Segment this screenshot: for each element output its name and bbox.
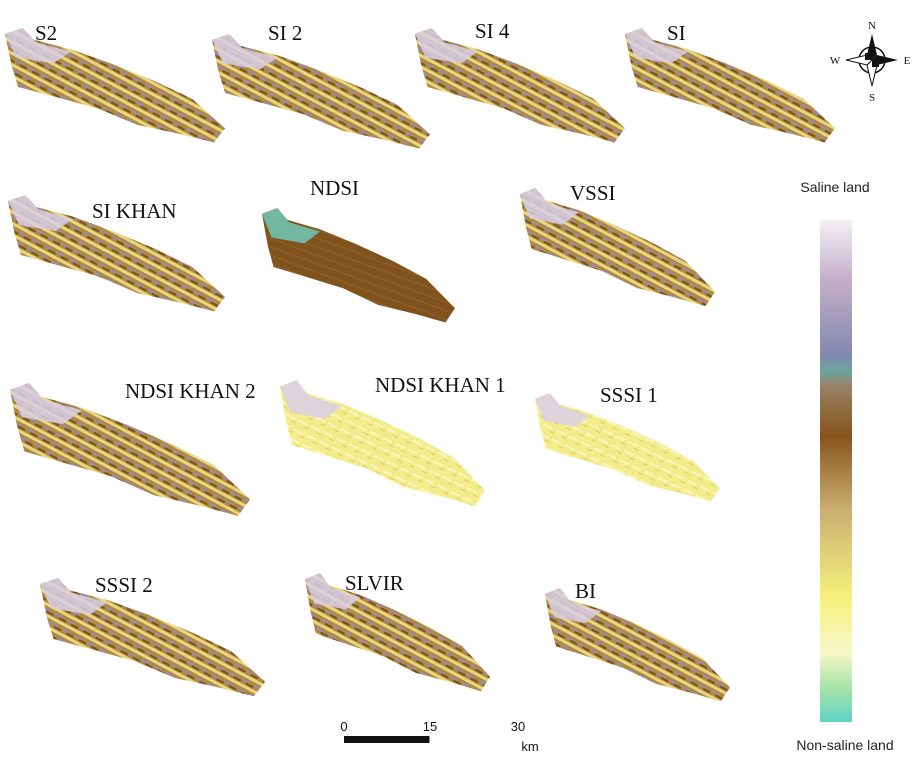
scale-segment bbox=[344, 736, 430, 743]
compass-s: S bbox=[869, 92, 875, 104]
panel-label: SI 4 bbox=[475, 19, 510, 43]
panel-label: SI KHAN bbox=[92, 199, 177, 223]
compass-e: E bbox=[904, 55, 911, 67]
map-panel: NDSI KHAN 2 bbox=[10, 379, 256, 516]
panel-label: SI 2 bbox=[268, 21, 302, 45]
map-panel: S2 bbox=[5, 21, 225, 143]
compass: N S E W bbox=[830, 20, 911, 104]
panel-label: SSSI 1 bbox=[600, 383, 658, 407]
panel-label: NDSI bbox=[310, 176, 359, 200]
scale-label: 0 bbox=[340, 719, 347, 734]
legend-bar bbox=[820, 220, 852, 722]
compass-n: N bbox=[868, 20, 876, 32]
panel-label: NDSI KHAN 2 bbox=[125, 379, 256, 403]
map-panel: SSSI 1 bbox=[535, 383, 720, 502]
map-panel: NDSI KHAN 1 bbox=[280, 373, 506, 506]
scale-bar: 0 15 30 km bbox=[340, 719, 538, 754]
compass-w: W bbox=[830, 55, 841, 67]
panel-label: VSSI bbox=[570, 181, 616, 205]
map-panel: NDSI bbox=[262, 176, 455, 323]
map-panel: BI bbox=[545, 579, 730, 702]
map-panel: SI 2 bbox=[212, 21, 430, 149]
map-panel: SLVIR bbox=[305, 571, 490, 691]
scale-label: 15 bbox=[423, 719, 437, 734]
panel-label: SLVIR bbox=[345, 571, 404, 595]
legend-top: Saline land bbox=[800, 179, 869, 195]
map-panel: VSSI bbox=[520, 181, 715, 306]
compass-center bbox=[872, 60, 879, 67]
map-panel: SSSI 2 bbox=[40, 573, 265, 696]
panel-label: NDSI KHAN 1 bbox=[375, 373, 506, 397]
panel-label: BI bbox=[575, 579, 596, 603]
scale-segment bbox=[430, 736, 516, 743]
scale-label: 30 bbox=[511, 719, 525, 734]
map-panel: SI 4 bbox=[415, 19, 625, 143]
map-panel: SI bbox=[625, 21, 835, 143]
legend-bottom: Non-saline land bbox=[796, 737, 893, 753]
panel-label: SI bbox=[667, 21, 686, 45]
compass-center bbox=[865, 53, 872, 60]
panel-label: S2 bbox=[35, 21, 57, 45]
map-panels: S2 SI 2 SI 4 SI SI KHAN NDSI VSSI NDSI KHAN 2 ND… bbox=[5, 19, 835, 702]
figure: S2 SI 2 SI 4 SI SI KHAN NDSI VSSI NDSI KHAN 2 ND… bbox=[0, 0, 914, 757]
map-panel: SI KHAN bbox=[8, 195, 225, 311]
scale-unit: km bbox=[521, 739, 538, 754]
panel-label: SSSI 2 bbox=[95, 573, 153, 597]
